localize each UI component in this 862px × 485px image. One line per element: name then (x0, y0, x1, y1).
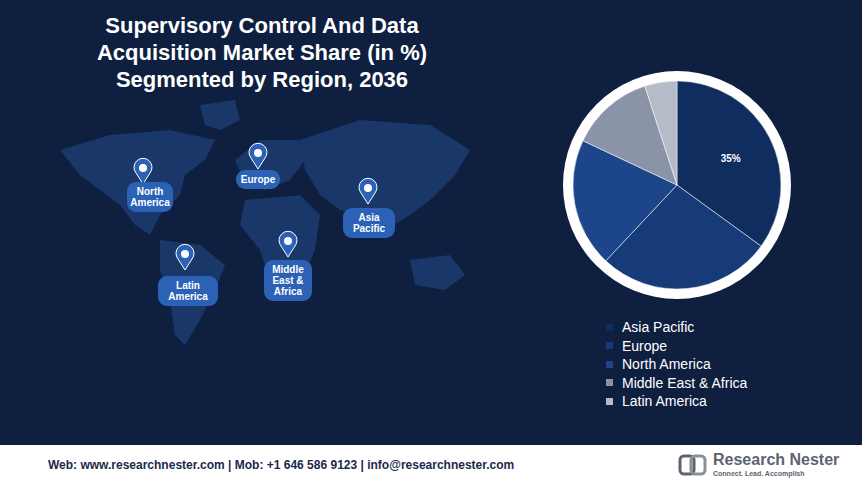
map-pin (279, 231, 297, 257)
map-label: North America (127, 182, 173, 212)
pin-dot (364, 184, 372, 192)
legend-label: Europe (622, 338, 667, 354)
continent (200, 100, 240, 130)
map-label: Middle East & Africa (264, 260, 312, 301)
pin-body (359, 178, 377, 204)
continent (235, 140, 305, 190)
legend-entry: North America (606, 355, 747, 374)
data-labels: 35% (721, 153, 741, 164)
pin-dot (284, 237, 292, 245)
pin-dot (254, 149, 262, 157)
legend-label: Middle East & Africa (622, 375, 747, 391)
pie-rim (563, 71, 791, 299)
stage: 35% North America Europe Asia Pacific Latin … (0, 0, 862, 485)
brand-name: Research Nester (713, 451, 839, 469)
legend-label: Latin America (622, 393, 707, 409)
chart-title: Supervisory Control And Data Acquisition… (62, 12, 462, 93)
logo-part (691, 456, 705, 474)
map-pin (359, 178, 377, 204)
pie-slice (645, 81, 677, 185)
legend-swatch (606, 379, 613, 386)
footer: Web: www.researchnester.com | Mob: +1 64… (0, 445, 862, 485)
data-label: 35% (721, 153, 741, 164)
pie (573, 81, 781, 289)
pin-body (279, 231, 297, 257)
contact-info: Web: www.researchnester.com | Mob: +1 64… (48, 458, 514, 472)
legend-label: North America (622, 356, 711, 372)
legend: Asia Pacific Europe North America Middle Ea… (606, 318, 747, 411)
legend-swatch (606, 342, 613, 349)
legend-entry: Europe (606, 337, 747, 356)
pin-dot (181, 250, 189, 258)
map-pin (134, 158, 152, 184)
legend-entry: Asia Pacific (606, 318, 747, 337)
brand-tagline: Connect. Lead. Accomplish (713, 470, 805, 477)
map-pin (176, 244, 194, 270)
map-label: Europe (236, 170, 280, 189)
pin-dot (139, 164, 147, 172)
legend-swatch (606, 361, 613, 368)
continent (240, 195, 320, 300)
continent (60, 130, 215, 235)
logo-icon (678, 453, 708, 477)
legend-entry: Middle East & Africa (606, 374, 747, 393)
pin-body (134, 158, 152, 184)
map-label: Latin America (158, 276, 218, 306)
legend-swatch (606, 398, 613, 405)
legend-label: Asia Pacific (622, 319, 694, 335)
map-pin (249, 143, 267, 169)
pin-body (249, 143, 267, 169)
legend-entry: Latin America (606, 392, 747, 411)
legend-swatch (606, 324, 613, 331)
pin-body (176, 244, 194, 270)
map-label: Asia Pacific (343, 208, 395, 238)
continent (410, 255, 465, 290)
world-map (60, 100, 470, 345)
